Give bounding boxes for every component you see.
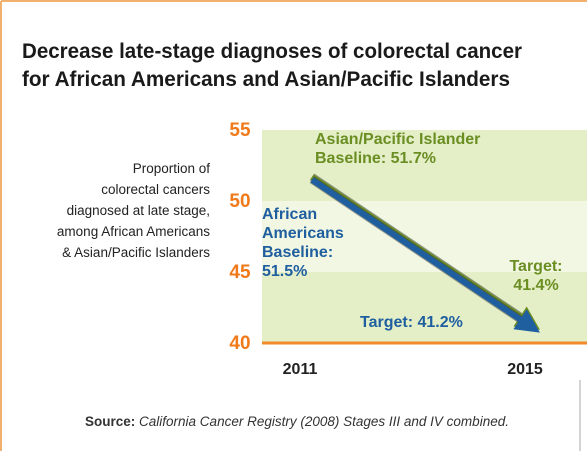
text: Source: bbox=[85, 414, 136, 429]
y-axis-label: Proportion of colorectal cancers diagnosed… bbox=[57, 158, 210, 263]
band bbox=[262, 130, 587, 201]
text: Proportion of bbox=[132, 161, 210, 176]
text: Asian/Pacific Islander bbox=[315, 131, 481, 148]
chart-title: Decrease late-stage diagnoses of colorec… bbox=[22, 40, 522, 63]
text: 51.5% bbox=[262, 263, 308, 280]
text: African Americans bbox=[262, 206, 344, 242]
series-annotation: African Americans Baseline: 51.5% bbox=[262, 205, 357, 281]
text: 41.4% bbox=[513, 277, 559, 294]
y-tick-label: 50 bbox=[229, 191, 250, 212]
source-note: Source: California Cancer Registry (2008… bbox=[85, 412, 509, 431]
trend-arrow bbox=[310, 177, 540, 333]
text: Target: bbox=[509, 258, 563, 275]
text: 41.2% bbox=[417, 314, 463, 331]
text: Baseline: bbox=[315, 150, 387, 167]
target-annotation: Target: 41.2% bbox=[360, 313, 463, 332]
text: Baseline: bbox=[262, 244, 334, 261]
x-tick-label: 2011 bbox=[283, 361, 318, 378]
text: California Cancer Registry (2008) Stages… bbox=[139, 414, 509, 429]
text: & Asian/Pacific Islanders bbox=[62, 245, 210, 260]
text: Target: bbox=[360, 314, 414, 331]
x-tick-label: 2015 bbox=[507, 361, 543, 378]
y-tick-label: 40 bbox=[229, 333, 250, 354]
text: colorectal cancers bbox=[101, 182, 210, 197]
band bbox=[262, 201, 587, 272]
series-annotation: Asian/Pacific Islander Baseline: 51.7% bbox=[315, 130, 480, 168]
y-tick-label: 55 bbox=[229, 120, 251, 141]
text: among African Americans bbox=[56, 224, 210, 239]
chart-title: for African Americans and Asian/Pacific … bbox=[22, 68, 510, 91]
text: diagnosed at late stage, bbox=[66, 203, 210, 218]
text: 51.7% bbox=[390, 150, 436, 167]
y-tick-label: 45 bbox=[229, 262, 251, 283]
target-annotation: Target: 41.4% bbox=[495, 257, 577, 295]
